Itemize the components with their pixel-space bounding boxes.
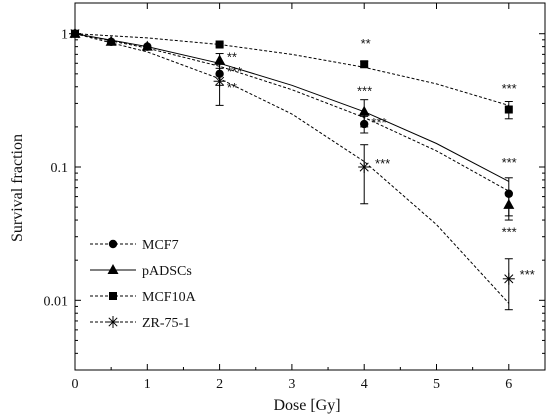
legend-label-mcf10a: MCF10A [142, 290, 197, 305]
data-point-zr-75-1 [502, 272, 515, 285]
x-tick-label: 5 [433, 377, 440, 392]
triangle-marker-shape [141, 40, 153, 51]
data-point-mcf10a [215, 40, 224, 49]
square-marker-shape [360, 60, 369, 69]
square-marker-shape [504, 105, 513, 114]
significance-annotation: *** [371, 115, 386, 130]
x-tick-label: 0 [72, 377, 79, 392]
plot-frame [74, 2, 546, 371]
legend-marker-padscs [107, 264, 119, 274]
significance-annotation: *** [502, 225, 517, 240]
asterisk-marker-stroke [359, 162, 369, 172]
x-tick-label: 1 [144, 377, 151, 392]
triangle-marker-shape [214, 54, 226, 65]
x-tick-label: 2 [216, 377, 223, 392]
y-axis-title: Survival fraction [9, 134, 26, 242]
triangle-marker-shape [107, 264, 119, 274]
data-point-mcf10a [360, 60, 369, 69]
significance-annotation: *** [357, 83, 372, 98]
data-point-mcf10a [504, 105, 513, 114]
data-point-zr-75-1 [213, 75, 226, 88]
legend-label-padscs: pADSCs [142, 264, 192, 279]
significance-annotation: *** [520, 267, 535, 282]
significance-annotation: ** [227, 80, 237, 95]
x-tick-label: 3 [288, 377, 295, 392]
asterisk-marker-stroke [215, 76, 225, 86]
fit-curve-zr-75-1 [74, 33, 510, 304]
square-marker-shape [215, 40, 224, 49]
significance-annotation: *** [502, 155, 517, 170]
fit-curve-padscs [74, 33, 510, 182]
significance-annotation: *** [375, 156, 390, 171]
y-tick-label: 1 [61, 28, 68, 43]
x-axis-title: Dose [Gy] [273, 397, 340, 414]
data-point-padscs [358, 105, 370, 116]
fit-curve-mcf10a [74, 33, 509, 106]
asterisk-marker-stroke [504, 274, 514, 284]
data-point-padscs [141, 40, 153, 51]
y-tick-label: 0.1 [51, 161, 69, 176]
legend-marker-zr-75-1 [107, 316, 119, 328]
data-point-zr-75-1 [358, 161, 371, 174]
plot-area: ****************************** [69, 27, 535, 311]
significance-annotation: ** [227, 49, 237, 64]
significance-annotation: ** [361, 36, 371, 51]
x-tick-label: 6 [505, 377, 512, 392]
legend-marker-mcf10a [109, 292, 117, 300]
legend-label-mcf7: MCF7 [142, 238, 179, 253]
triangle-marker-shape [503, 198, 515, 209]
square-marker-shape [109, 292, 117, 300]
asterisk-marker-stroke [108, 317, 118, 327]
x-tick-label: 4 [361, 377, 368, 392]
significance-annotation: *** [502, 81, 517, 96]
triangle-marker-shape [358, 105, 370, 116]
data-point-padscs [214, 54, 226, 65]
circle-marker-shape [108, 239, 118, 249]
legend: MCF7 pADSCs MCF10A ZR-75-1 [90, 238, 197, 331]
significance-annotation: *** [227, 64, 242, 79]
fit-curve-mcf7 [74, 33, 510, 192]
legend-marker-mcf7 [108, 239, 118, 249]
axes: 0 1 2 3 4 5 6 0.01 0.1 1 [44, 2, 546, 392]
legend-label-zr-75-1: ZR-75-1 [142, 316, 190, 331]
data-point-padscs [503, 198, 515, 209]
y-tick-label: 0.01 [44, 294, 69, 309]
